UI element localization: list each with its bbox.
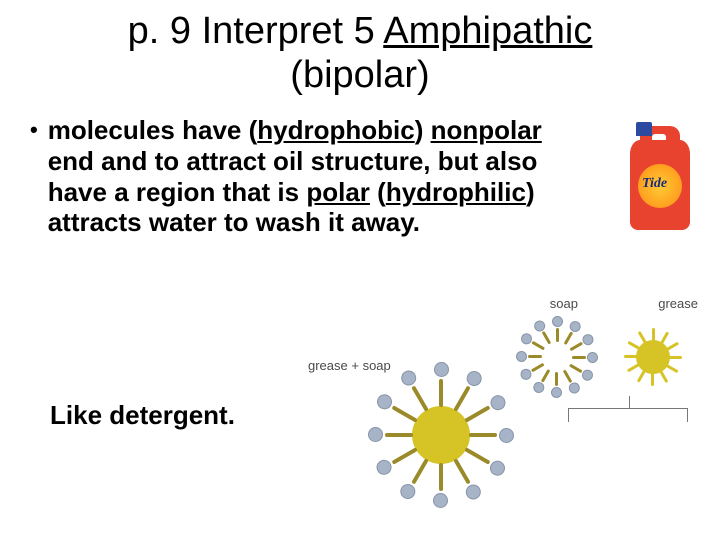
- micelle-diagram: [366, 360, 516, 510]
- underlined-term: polar: [306, 177, 370, 207]
- tail: [556, 328, 559, 342]
- tail: [627, 363, 641, 373]
- title-prefix: p. 9 Interpret 5: [128, 10, 384, 52]
- grease-diagram: [610, 314, 696, 400]
- head: [398, 368, 418, 388]
- tail: [541, 331, 551, 345]
- bottle-logo: Tide: [642, 176, 667, 192]
- tail: [385, 433, 413, 437]
- tail: [563, 369, 573, 383]
- underlined-term: hydrophilic: [386, 177, 526, 207]
- underlined-term: nonpolar: [431, 115, 542, 145]
- tail: [659, 369, 669, 383]
- head: [488, 458, 508, 478]
- tail: [541, 369, 551, 383]
- tail: [453, 386, 470, 412]
- head: [531, 381, 546, 396]
- tail: [531, 363, 545, 373]
- tail: [392, 405, 418, 422]
- tail: [659, 331, 669, 345]
- tail: [411, 458, 428, 484]
- title-keyword: Amphipathic: [383, 10, 592, 52]
- slide-title: p. 9 Interpret 5 Amphipathic (bipolar): [0, 0, 720, 97]
- soap-diagram: [514, 314, 600, 400]
- body-text: molecules have (hydrophobic) nonpolar en…: [48, 115, 568, 238]
- head: [588, 352, 599, 363]
- label-soap: soap: [550, 296, 578, 311]
- tail: [665, 341, 679, 351]
- tail: [439, 463, 443, 491]
- head: [488, 392, 508, 412]
- head: [516, 352, 527, 363]
- head: [434, 494, 449, 509]
- head: [374, 392, 394, 412]
- tail: [637, 369, 647, 383]
- tail: [572, 356, 586, 359]
- head: [552, 388, 563, 399]
- head: [434, 362, 449, 377]
- head: [398, 482, 418, 502]
- head: [368, 428, 383, 443]
- tail: [569, 363, 583, 373]
- bracket: [568, 408, 688, 422]
- bullet-dot: •: [30, 117, 38, 143]
- tail: [563, 331, 573, 345]
- title-line2: (bipolar): [290, 54, 429, 96]
- head: [581, 331, 596, 346]
- head: [552, 316, 563, 327]
- tail: [439, 379, 443, 407]
- tail: [528, 356, 542, 359]
- body-fragment: (: [370, 177, 386, 207]
- body-bullet-row: • molecules have (hydrophobic) nonpolar …: [0, 97, 720, 238]
- tail: [665, 363, 679, 373]
- tail: [652, 372, 655, 386]
- tail: [464, 447, 490, 464]
- body-fragment: molecules have (: [48, 115, 258, 145]
- tail: [392, 447, 418, 464]
- body-fragment: ): [415, 115, 431, 145]
- bottle-cap: [636, 122, 652, 136]
- tail: [464, 405, 490, 422]
- underlined-term: hydrophobic: [257, 115, 414, 145]
- tail: [668, 356, 682, 359]
- head: [581, 367, 596, 382]
- footer-text: Like detergent.: [50, 400, 235, 431]
- tail: [531, 341, 545, 351]
- tail: [652, 328, 655, 342]
- tail: [469, 433, 497, 437]
- grease-core: [636, 340, 670, 374]
- head: [500, 428, 515, 443]
- diagram-area: soap grease grease + soap: [288, 296, 708, 526]
- tail: [556, 372, 559, 386]
- tail: [569, 341, 583, 351]
- head: [464, 482, 484, 502]
- head: [518, 331, 533, 346]
- micelle-grease-core: [412, 406, 470, 464]
- label-grease: grease: [658, 296, 698, 311]
- tail: [453, 458, 470, 484]
- detergent-bottle-graphic: Tide: [624, 120, 696, 232]
- tail: [411, 386, 428, 412]
